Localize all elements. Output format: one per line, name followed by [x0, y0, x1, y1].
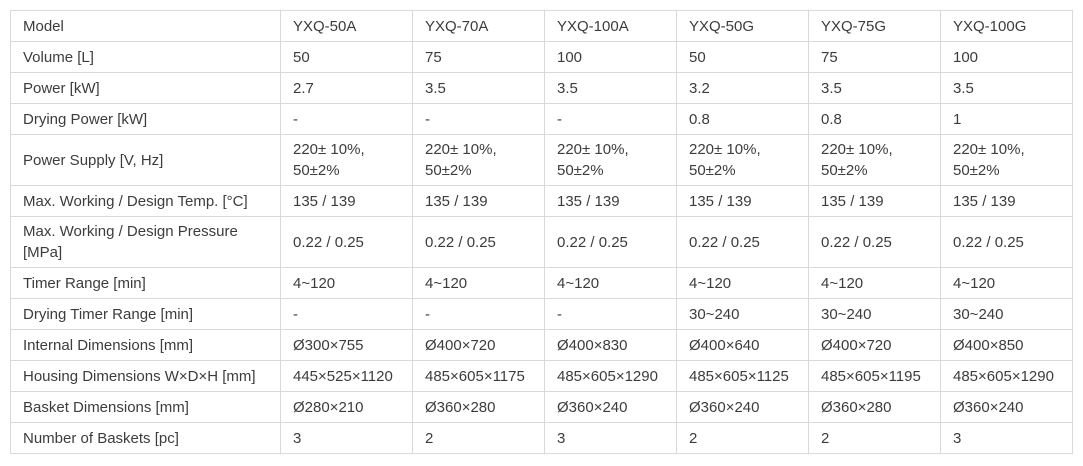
spec-cell: 4~120 — [676, 267, 809, 299]
spec-cell: 4~120 — [808, 267, 941, 299]
row-label: Power Supply [V, Hz] — [10, 134, 281, 186]
spec-cell: - — [280, 103, 413, 135]
spec-cell: 30~240 — [808, 298, 941, 330]
spec-cell: 3.5 — [808, 72, 941, 104]
spec-cell: YXQ-100G — [940, 10, 1073, 42]
spec-cell: Ø400×850 — [940, 329, 1073, 361]
spec-cell: 135 / 139 — [544, 185, 677, 217]
spec-cell: 3.5 — [544, 72, 677, 104]
spec-cell: 75 — [808, 41, 941, 73]
spec-cell: 220± 10%, 50±2% — [808, 134, 941, 186]
spec-cell: 0.22 / 0.25 — [676, 216, 809, 268]
spec-cell: 0.22 / 0.25 — [280, 216, 413, 268]
spec-cell: 135 / 139 — [412, 185, 545, 217]
spec-cell: Ø280×210 — [280, 391, 413, 423]
table-row: Max. Working / Design Temp. [°C] 135 / 13… — [10, 185, 1073, 217]
table-row: Max. Working / Design Pressure [MPa] 0.22… — [10, 216, 1073, 268]
spec-cell: - — [544, 103, 677, 135]
row-label: Housing Dimensions W×D×H [mm] — [10, 360, 281, 392]
spec-cell: - — [412, 298, 545, 330]
spec-cell: 485×605×1290 — [544, 360, 677, 392]
spec-cell: 0.8 — [676, 103, 809, 135]
spec-cell: Ø400×720 — [808, 329, 941, 361]
spec-cell: 2.7 — [280, 72, 413, 104]
spec-cell: 100 — [544, 41, 677, 73]
spec-cell: 0.22 / 0.25 — [808, 216, 941, 268]
spec-cell: 1 — [940, 103, 1073, 135]
spec-cell: 3.5 — [412, 72, 545, 104]
spec-cell: Ø360×240 — [676, 391, 809, 423]
spec-cell: YXQ-50G — [676, 10, 809, 42]
spec-cell: Ø360×280 — [412, 391, 545, 423]
spec-cell: 220± 10%, 50±2% — [412, 134, 545, 186]
spec-cell: 485×605×1195 — [808, 360, 941, 392]
spec-cell: 75 — [412, 41, 545, 73]
spec-cell: 0.8 — [808, 103, 941, 135]
row-label: Max. Working / Design Temp. [°C] — [10, 185, 281, 217]
table-row: Power Supply [V, Hz] 220± 10%, 50±2% 220± … — [10, 134, 1073, 186]
spec-cell: YXQ-50A — [280, 10, 413, 42]
table-row: Basket Dimensions [mm] Ø280×210 Ø360×280 Ø3… — [10, 391, 1073, 423]
spec-table-body: Model YXQ-50A YXQ-70A YXQ-100A YXQ-50G YXQ-75… — [10, 10, 1073, 454]
spec-cell: 4~120 — [412, 267, 545, 299]
spec-cell: 50 — [676, 41, 809, 73]
spec-cell: 3.5 — [940, 72, 1073, 104]
table-row: Internal Dimensions [mm] Ø300×755 Ø400×720… — [10, 329, 1073, 361]
spec-cell: 4~120 — [940, 267, 1073, 299]
spec-cell: 30~240 — [676, 298, 809, 330]
spec-cell: - — [544, 298, 677, 330]
row-label: Internal Dimensions [mm] — [10, 329, 281, 361]
spec-cell: 135 / 139 — [676, 185, 809, 217]
spec-cell: 485×605×1125 — [676, 360, 809, 392]
spec-cell: 0.22 / 0.25 — [412, 216, 545, 268]
spec-cell: 220± 10%, 50±2% — [544, 134, 677, 186]
table-row: Timer Range [min] 4~120 4~120 4~120 4~120 4~1… — [10, 267, 1073, 299]
spec-table: Model YXQ-50A YXQ-70A YXQ-100A YXQ-50G YXQ-75… — [10, 10, 1073, 454]
table-row: Drying Timer Range [min] - - -30~240 30~240 3… — [10, 298, 1073, 330]
spec-cell: 485×605×1175 — [412, 360, 545, 392]
spec-cell: 220± 10%, 50±2% — [940, 134, 1073, 186]
table-header-row: Model YXQ-50A YXQ-70A YXQ-100A YXQ-50G YXQ-75… — [10, 10, 1073, 42]
spec-cell: 100 — [940, 41, 1073, 73]
row-label: Max. Working / Design Pressure [MPa] — [10, 216, 281, 268]
spec-cell: Ø400×830 — [544, 329, 677, 361]
spec-cell: 0.22 / 0.25 — [940, 216, 1073, 268]
spec-cell: - — [280, 298, 413, 330]
spec-cell: Ø360×240 — [940, 391, 1073, 423]
table-row: Housing Dimensions W×D×H [mm] 445×525×112… — [10, 360, 1073, 392]
spec-cell: Ø360×280 — [808, 391, 941, 423]
table-row: Volume [L] 50 75 100 50 75 100 — [10, 41, 1073, 73]
spec-cell: 485×605×1290 — [940, 360, 1073, 392]
spec-cell: 50 — [280, 41, 413, 73]
spec-cell: Ø360×240 — [544, 391, 677, 423]
table-row: Drying Power [kW] - - -0.8 0.8 1 — [10, 103, 1073, 135]
spec-cell: 0.22 / 0.25 — [544, 216, 677, 268]
spec-cell: Ø300×755 — [280, 329, 413, 361]
spec-cell: 3.2 — [676, 72, 809, 104]
spec-cell: 4~120 — [544, 267, 677, 299]
spec-cell: YXQ-70A — [412, 10, 545, 42]
spec-cell: 30~240 — [940, 298, 1073, 330]
row-label: Drying Power [kW] — [10, 103, 281, 135]
spec-cell: Ø400×640 — [676, 329, 809, 361]
spec-cell: 135 / 139 — [808, 185, 941, 217]
spec-cell: YXQ-75G — [808, 10, 941, 42]
spec-cell: - — [412, 103, 545, 135]
spec-cell: 135 / 139 — [940, 185, 1073, 217]
spec-cell: 135 / 139 — [280, 185, 413, 217]
row-label: Basket Dimensions [mm] — [10, 391, 281, 423]
spec-cell: 4~120 — [280, 267, 413, 299]
spec-cell: YXQ-100A — [544, 10, 677, 42]
spec-cell: 445×525×1120 — [280, 360, 413, 392]
row-label: Drying Timer Range [min] — [10, 298, 281, 330]
row-label: Model — [10, 10, 281, 42]
spec-cell: 220± 10%, 50±2% — [280, 134, 413, 186]
row-label: Power [kW] — [10, 72, 281, 104]
table-row: Power [kW] 2.7 3.5 3.5 3.2 3.5 3.5 — [10, 72, 1073, 104]
spec-cell: Ø400×720 — [412, 329, 545, 361]
spec-cell: 220± 10%, 50±2% — [676, 134, 809, 186]
row-label: Volume [L] — [10, 41, 281, 73]
row-label: Timer Range [min] — [10, 267, 281, 299]
